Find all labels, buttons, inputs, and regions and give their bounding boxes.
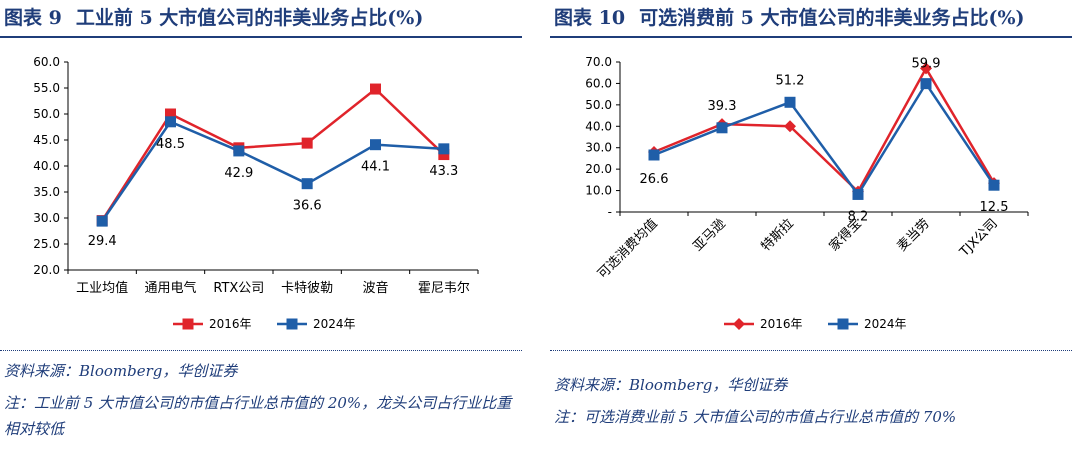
series-line-2016年 bbox=[653, 65, 996, 194]
figure-title-text: 可选消费前 5 大市值公司的非美业务占比(%) bbox=[639, 7, 1025, 29]
data-point bbox=[716, 122, 728, 134]
data-label: 36.6 bbox=[293, 199, 322, 214]
series-line-2016年 bbox=[101, 87, 445, 222]
source-rule bbox=[550, 350, 1072, 352]
y-tick-label: 40.0 bbox=[33, 159, 60, 173]
data-point bbox=[438, 143, 450, 155]
title-rule bbox=[0, 36, 522, 38]
y-tick-label: 70.0 bbox=[585, 55, 612, 69]
line-chart-consumer: - 10.0 20.0 30.0 40.0 50.0 60.0 70.0 可选消费均值 亚马逊 特斯… bbox=[585, 55, 1029, 331]
figure-title: 图表 10 可选消费前 5 大市值公司的非美业务占比(%) bbox=[554, 5, 1039, 31]
data-point bbox=[852, 188, 864, 200]
source-note: 资料来源：Bloomberg，华创证券 bbox=[554, 376, 788, 394]
x-tick-label: 麦当劳 bbox=[894, 216, 933, 255]
data-label: 26.6 bbox=[640, 172, 669, 187]
x-tick-label: 亚马逊 bbox=[691, 216, 729, 254]
source-note: 资料来源：Bloomberg，华创证券 bbox=[4, 362, 238, 380]
data-label: 59.9 bbox=[912, 57, 941, 72]
y-tick-label: - bbox=[608, 205, 612, 219]
figure-panel-left: 图表 9 工业前 5 大市值公司的非美业务占比(%) 20.0 25.0 30.0 35… bbox=[0, 0, 530, 451]
data-label: 39.3 bbox=[708, 99, 737, 114]
x-tick-label: RTX公司 bbox=[213, 281, 264, 296]
y-tick-label: 30.0 bbox=[33, 211, 60, 225]
x-tick-label: 霍尼韦尔 bbox=[418, 281, 470, 296]
series-line-2024年 bbox=[653, 81, 996, 197]
data-label: 51.2 bbox=[776, 73, 805, 88]
data-point bbox=[301, 137, 313, 149]
x-tick-label: 卡特彼勒 bbox=[281, 281, 333, 296]
series-line-2024年 bbox=[101, 120, 444, 222]
figure-number: 图表 10 bbox=[554, 7, 626, 29]
data-label: 29.4 bbox=[88, 234, 117, 249]
data-label: 48.5 bbox=[156, 137, 185, 152]
line-chart-industrial: 20.0 25.0 30.0 35.0 40.0 45.0 50.0 55.0 60.0 工业均值… bbox=[33, 55, 479, 331]
data-point bbox=[648, 149, 660, 161]
y-tick-label: 60.0 bbox=[33, 55, 60, 69]
y-tick-label: 20.0 bbox=[33, 263, 60, 277]
legend-marker bbox=[182, 318, 194, 330]
y-tick-label: 50.0 bbox=[33, 107, 60, 121]
data-point bbox=[784, 96, 796, 108]
data-point bbox=[438, 149, 450, 161]
figure-title-text: 工业前 5 大市值公司的非美业务占比(%) bbox=[75, 7, 424, 29]
data-point bbox=[370, 139, 381, 151]
x-tick-label: TJX公司 bbox=[957, 216, 1001, 260]
data-point bbox=[920, 78, 932, 90]
figure-title: 图表 9 工业前 5 大市值公司的非美业务占比(%) bbox=[4, 5, 437, 31]
y-tick-label: 50.0 bbox=[585, 98, 612, 112]
x-tick-label: 特斯拉 bbox=[759, 216, 797, 254]
y-tick-label: 30.0 bbox=[585, 141, 612, 155]
x-tick-label: 波音 bbox=[362, 280, 388, 296]
data-point bbox=[370, 83, 381, 95]
x-tick-label: 工业均值 bbox=[76, 280, 128, 296]
data-point bbox=[988, 179, 1000, 191]
y-tick-label: 10.0 bbox=[585, 184, 612, 198]
data-point bbox=[920, 62, 932, 75]
data-label: 43.3 bbox=[429, 164, 458, 179]
footnote: 注：工业前 5 大市值公司的市值占行业总市值的 20%，龙头公司占行业比重相对较… bbox=[4, 394, 512, 438]
legend-label: 2024年 bbox=[313, 317, 356, 331]
legend-marker bbox=[733, 318, 745, 330]
source-rule bbox=[0, 350, 522, 352]
figure-number: 图表 9 bbox=[4, 7, 62, 29]
y-tick-label: 55.0 bbox=[33, 81, 60, 95]
y-tick-label: 35.0 bbox=[33, 185, 60, 199]
data-label: 12.5 bbox=[980, 200, 1009, 215]
footnote: 注：可选消费业前 5 大市值公司的市值占行业总市值的 70% bbox=[554, 408, 957, 426]
y-tick-label: 60.0 bbox=[585, 76, 612, 90]
data-point bbox=[784, 120, 796, 133]
data-label: 44.1 bbox=[361, 160, 390, 175]
legend-marker bbox=[286, 318, 298, 330]
figure-panel-right: 图表 10 可选消费前 5 大市值公司的非美业务占比(%) - 10.0 20.0 30… bbox=[550, 0, 1080, 451]
y-tick-label: 20.0 bbox=[585, 162, 612, 176]
y-tick-label: 45.0 bbox=[33, 133, 60, 147]
data-point bbox=[165, 116, 176, 128]
legend-marker bbox=[837, 318, 849, 330]
data-point bbox=[233, 145, 245, 157]
x-tick-label: 通用电气 bbox=[144, 280, 196, 296]
y-tick-label: 25.0 bbox=[33, 237, 60, 251]
data-point bbox=[96, 215, 108, 227]
data-label: 42.9 bbox=[224, 166, 253, 181]
legend-label: 2016年 bbox=[760, 317, 803, 331]
data-point bbox=[301, 178, 313, 190]
y-tick-label: 40.0 bbox=[585, 119, 612, 133]
data-label: 8.2 bbox=[848, 209, 869, 224]
x-tick-label: 可选消费均值 bbox=[594, 216, 660, 282]
title-rule bbox=[550, 36, 1072, 38]
data-point bbox=[165, 108, 176, 120]
legend-label: 2016年 bbox=[209, 317, 252, 331]
legend-label: 2024年 bbox=[864, 317, 907, 331]
